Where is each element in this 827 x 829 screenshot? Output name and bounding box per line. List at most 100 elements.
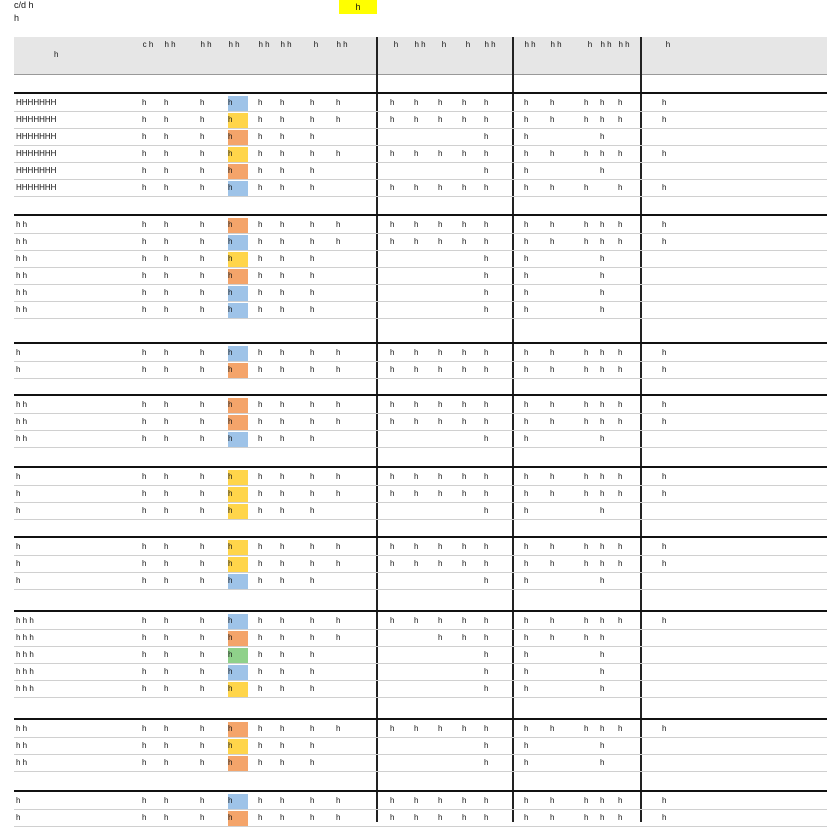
table-cell[interactable]: h bbox=[310, 434, 315, 443]
table-cell[interactable]: h bbox=[462, 220, 467, 229]
table-cell[interactable]: h bbox=[584, 149, 589, 158]
table-cell[interactable]: h bbox=[584, 417, 589, 426]
header-col-15[interactable]: h bbox=[587, 40, 593, 49]
table-cell[interactable]: h bbox=[258, 183, 263, 192]
table-cell[interactable]: h bbox=[258, 542, 263, 551]
table-cell[interactable]: h bbox=[200, 542, 205, 551]
table-cell[interactable]: h bbox=[310, 506, 315, 515]
table-cell[interactable]: h bbox=[484, 684, 489, 693]
table-row[interactable]: HHHHHHH h h h h h h h h h h h h h h h h h bbox=[14, 181, 827, 197]
table-cell[interactable]: h bbox=[600, 506, 605, 515]
table-cell[interactable]: h bbox=[280, 183, 285, 192]
table-cell[interactable]: h bbox=[258, 576, 263, 585]
table-cell[interactable]: h bbox=[438, 220, 443, 229]
table-cell[interactable]: h bbox=[164, 254, 169, 263]
table-cell[interactable]: h bbox=[484, 650, 489, 659]
table-cell[interactable]: h bbox=[438, 149, 443, 158]
table-cell[interactable]: h bbox=[390, 98, 395, 107]
table-cell[interactable]: h bbox=[310, 724, 315, 733]
table-cell[interactable]: h bbox=[600, 271, 605, 280]
table-cell[interactable]: h bbox=[484, 542, 489, 551]
table-cell[interactable]: h bbox=[164, 758, 169, 767]
table-cell[interactable]: h bbox=[524, 183, 529, 192]
table-cell[interactable]: h bbox=[484, 220, 489, 229]
table-cell[interactable]: h bbox=[438, 400, 443, 409]
table-cell[interactable]: h bbox=[142, 365, 147, 374]
table-cell[interactable]: h bbox=[600, 348, 605, 357]
table-cell[interactable]: h bbox=[228, 400, 233, 409]
table-cell[interactable]: h bbox=[484, 758, 489, 767]
table-cell[interactable]: h bbox=[280, 271, 285, 280]
table-cell[interactable]: h bbox=[336, 724, 341, 733]
table-cell[interactable]: h bbox=[662, 616, 667, 625]
table-cell[interactable]: h bbox=[200, 724, 205, 733]
table-cell[interactable]: h bbox=[484, 506, 489, 515]
table-cell[interactable]: h bbox=[484, 115, 489, 124]
table-cell[interactable]: h bbox=[200, 758, 205, 767]
table-cell[interactable]: h bbox=[280, 115, 285, 124]
table-cell[interactable]: h bbox=[600, 305, 605, 314]
table-cell[interactable]: h bbox=[280, 542, 285, 551]
table-cell[interactable]: h bbox=[228, 616, 233, 625]
table-cell[interactable]: h bbox=[390, 115, 395, 124]
highlighted-cell[interactable]: h bbox=[339, 0, 377, 14]
table-cell[interactable]: h bbox=[258, 472, 263, 481]
table-cell[interactable]: h bbox=[228, 813, 233, 822]
table-cell[interactable]: h bbox=[484, 813, 489, 822]
table-cell[interactable]: h bbox=[164, 576, 169, 585]
table-cell[interactable]: h bbox=[550, 417, 555, 426]
table-cell[interactable]: h bbox=[228, 98, 233, 107]
table-cell[interactable]: h bbox=[200, 796, 205, 805]
table-cell[interactable]: h bbox=[228, 220, 233, 229]
table-cell[interactable]: h bbox=[524, 542, 529, 551]
table-cell[interactable]: h bbox=[600, 115, 605, 124]
table-cell[interactable]: h bbox=[484, 98, 489, 107]
table-cell[interactable]: h bbox=[258, 237, 263, 246]
table-cell[interactable]: h bbox=[142, 237, 147, 246]
header-col-9[interactable]: h h bbox=[414, 40, 426, 49]
table-cell[interactable]: h bbox=[414, 237, 419, 246]
table-cell[interactable]: h bbox=[164, 220, 169, 229]
table-cell[interactable]: h bbox=[310, 132, 315, 141]
table-cell[interactable]: h bbox=[280, 98, 285, 107]
table-cell[interactable]: h bbox=[524, 434, 529, 443]
table-cell[interactable]: h bbox=[414, 115, 419, 124]
table-cell[interactable]: h bbox=[600, 98, 605, 107]
table-cell[interactable]: h bbox=[584, 472, 589, 481]
table-cell[interactable]: h bbox=[600, 650, 605, 659]
table-cell[interactable]: h bbox=[142, 741, 147, 750]
header-col-11[interactable]: h bbox=[465, 40, 471, 49]
table-cell[interactable]: h bbox=[524, 758, 529, 767]
table-cell[interactable]: h bbox=[484, 489, 489, 498]
table-cell[interactable]: h bbox=[280, 758, 285, 767]
table-cell[interactable]: h bbox=[524, 684, 529, 693]
table-cell[interactable]: h bbox=[484, 616, 489, 625]
table-cell[interactable]: h bbox=[280, 149, 285, 158]
table-cell[interactable]: h bbox=[414, 724, 419, 733]
table-cell[interactable]: h bbox=[524, 576, 529, 585]
table-cell[interactable]: h bbox=[662, 183, 667, 192]
table-cell[interactable]: h bbox=[258, 650, 263, 659]
table-cell[interactable]: h bbox=[462, 400, 467, 409]
table-cell[interactable]: h bbox=[200, 667, 205, 676]
table-cell[interactable]: h bbox=[164, 417, 169, 426]
table-cell[interactable]: h bbox=[228, 650, 233, 659]
table-cell[interactable]: h bbox=[164, 98, 169, 107]
table-cell[interactable]: h bbox=[336, 98, 341, 107]
table-cell[interactable]: h bbox=[280, 684, 285, 693]
table-cell[interactable]: h bbox=[414, 98, 419, 107]
table-cell[interactable]: h bbox=[414, 365, 419, 374]
table-cell[interactable]: h bbox=[550, 237, 555, 246]
table-cell[interactable]: h bbox=[228, 741, 233, 750]
table-cell[interactable]: h bbox=[584, 115, 589, 124]
table-cell[interactable]: h bbox=[462, 348, 467, 357]
table-cell[interactable]: h bbox=[258, 506, 263, 515]
table-cell[interactable]: h bbox=[164, 348, 169, 357]
table-cell[interactable]: h bbox=[200, 434, 205, 443]
table-cell[interactable]: h bbox=[200, 813, 205, 822]
